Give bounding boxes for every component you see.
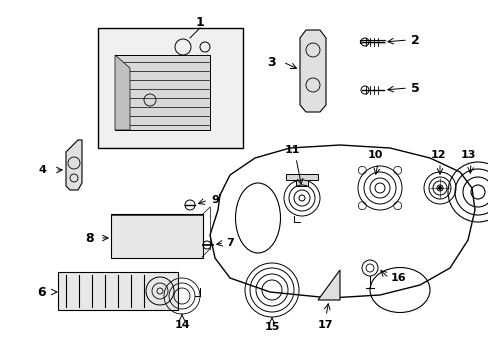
Text: 10: 10 (366, 150, 382, 160)
Text: 16: 16 (389, 273, 405, 283)
Polygon shape (285, 174, 317, 186)
Text: 8: 8 (85, 231, 94, 244)
Text: 13: 13 (459, 150, 475, 160)
FancyBboxPatch shape (111, 214, 203, 258)
Text: 4: 4 (38, 165, 46, 175)
Text: 3: 3 (267, 55, 276, 68)
Text: 12: 12 (429, 150, 445, 160)
Text: 5: 5 (410, 81, 419, 95)
Polygon shape (115, 55, 130, 130)
Polygon shape (299, 30, 325, 112)
Text: 7: 7 (225, 238, 233, 248)
Polygon shape (115, 55, 209, 130)
Text: 17: 17 (317, 320, 332, 330)
Text: 1: 1 (195, 15, 204, 28)
Polygon shape (317, 270, 339, 300)
Text: 6: 6 (38, 285, 46, 298)
Text: 9: 9 (211, 195, 219, 205)
Text: 2: 2 (410, 33, 419, 46)
Polygon shape (66, 140, 82, 190)
Text: 11: 11 (284, 145, 299, 155)
Bar (98, 28, 243, 148)
Text: 15: 15 (264, 322, 279, 332)
Text: 14: 14 (174, 320, 189, 330)
Circle shape (437, 186, 441, 190)
Bar (58, 272, 178, 310)
